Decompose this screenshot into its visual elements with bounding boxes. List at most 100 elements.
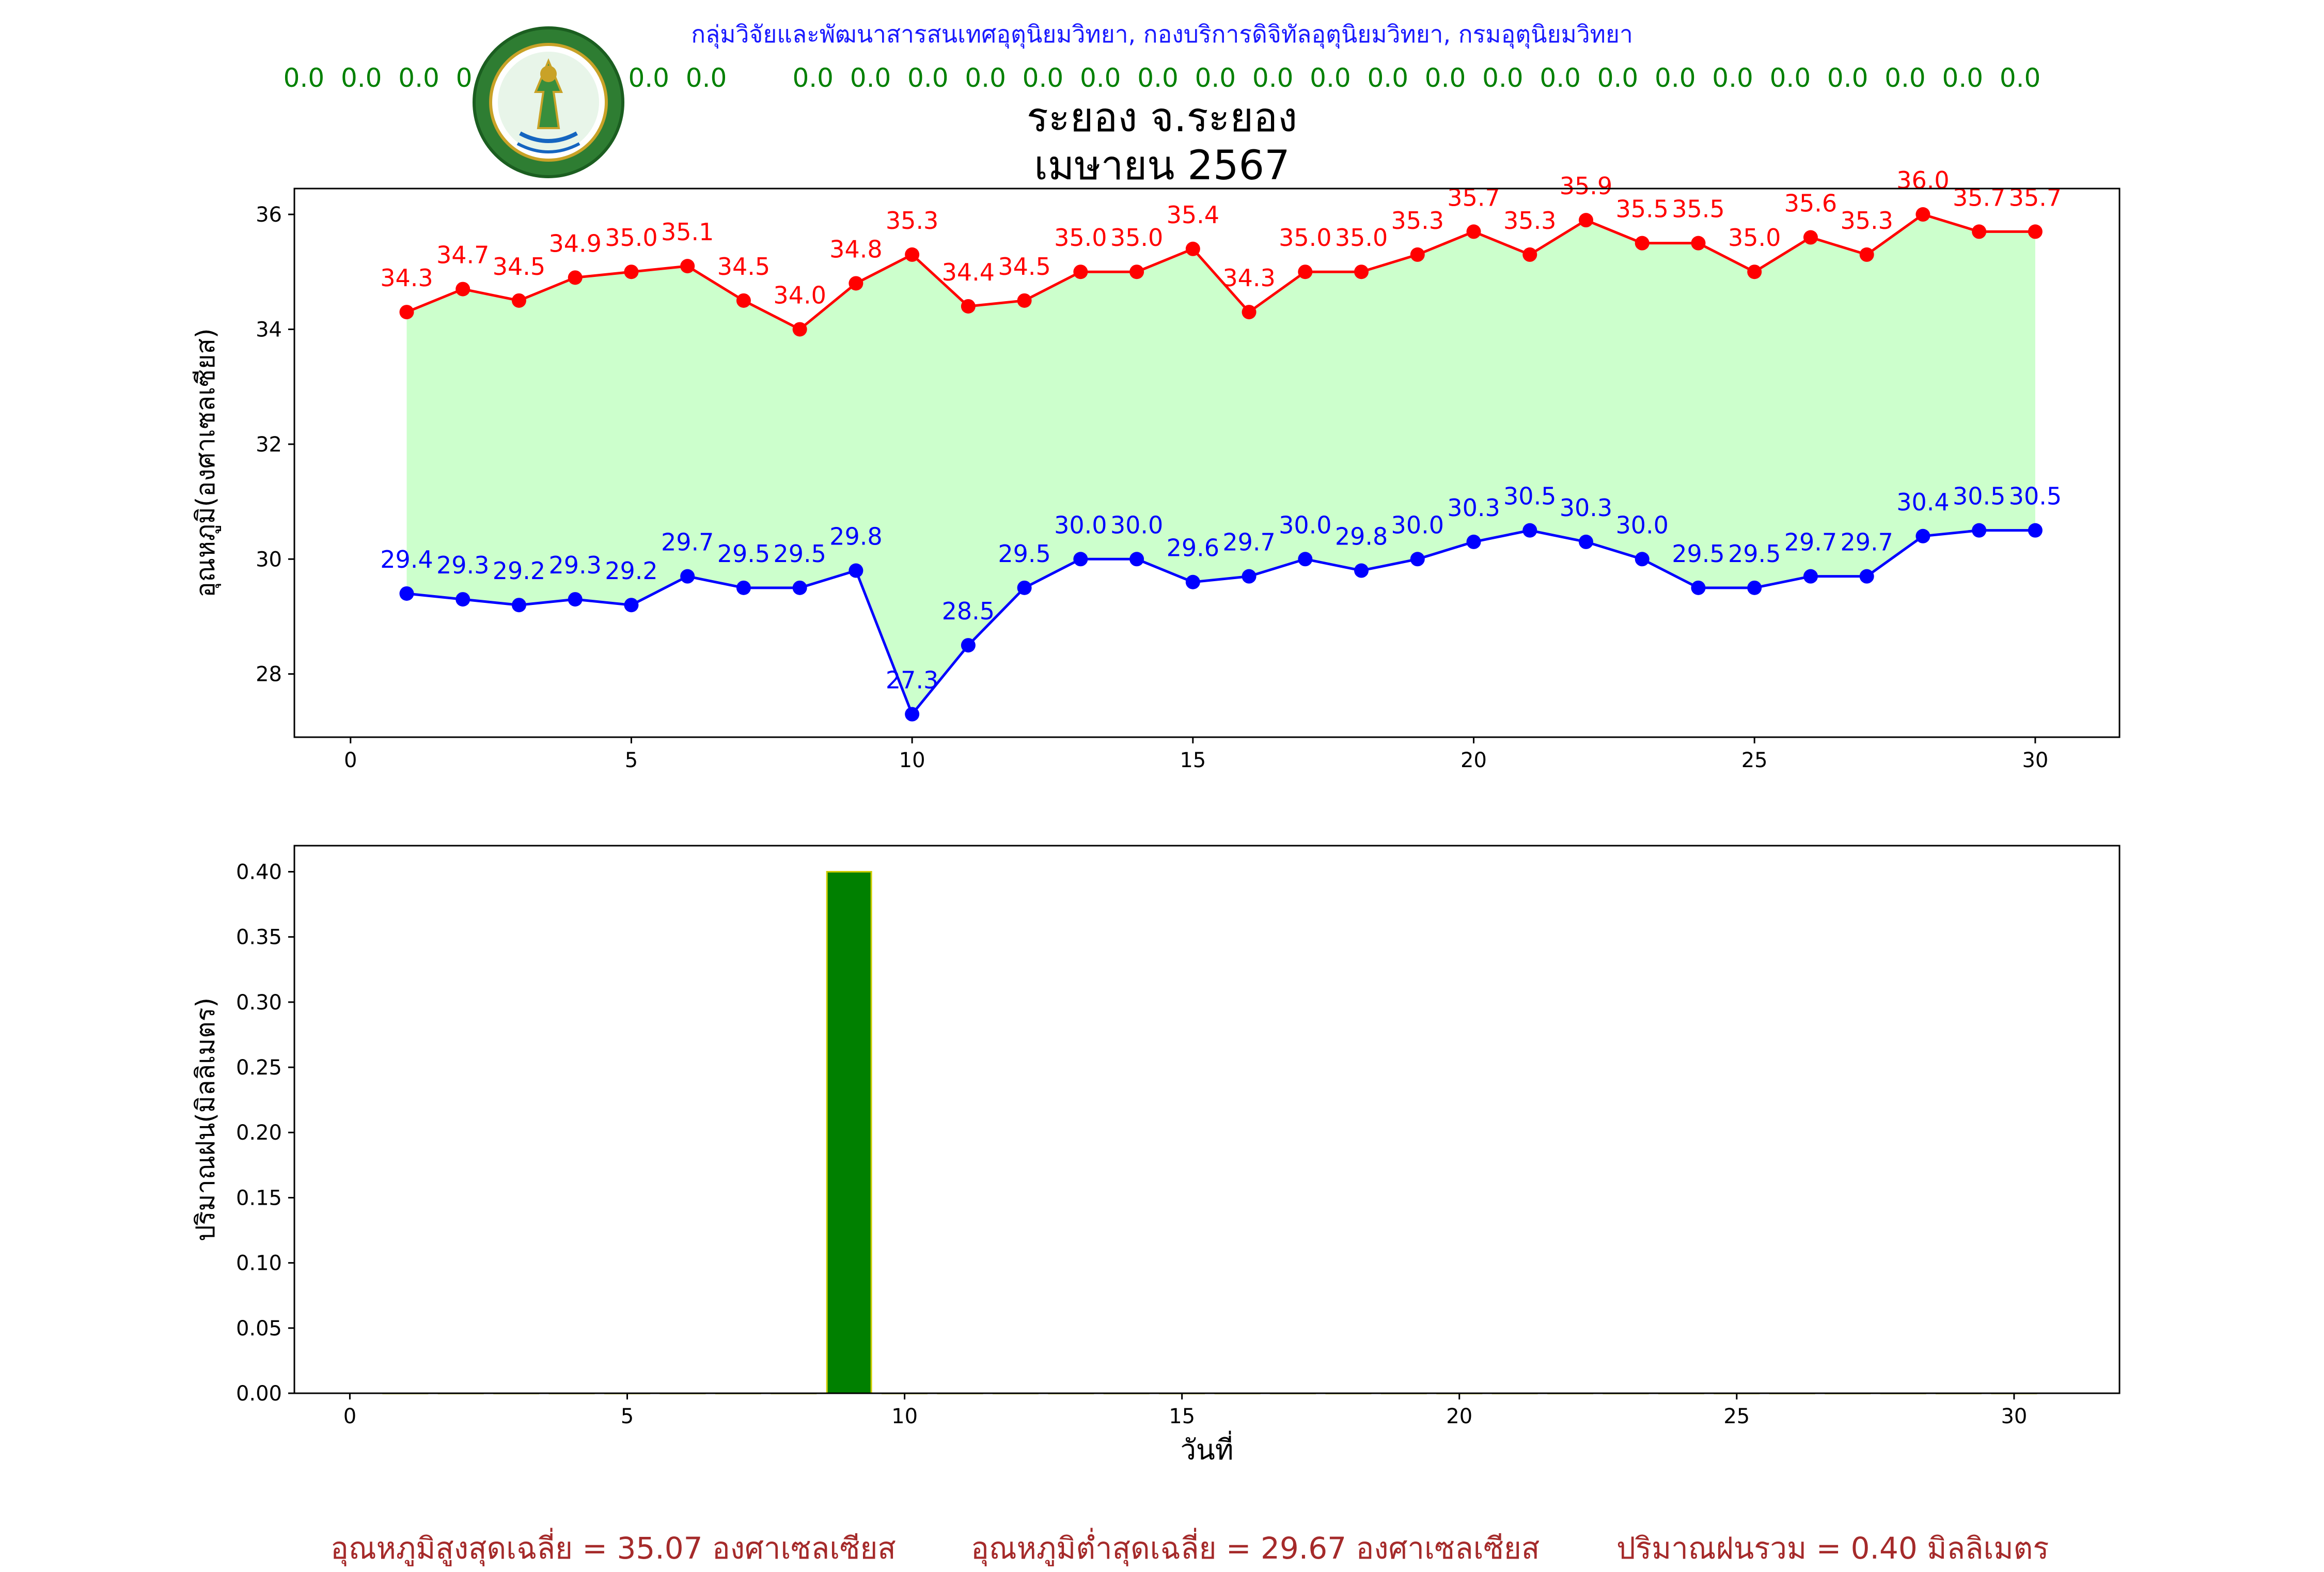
min-temp-label: 30.3	[1560, 494, 1612, 522]
min-temp-line	[406, 529, 2035, 717]
min-temp-point	[1578, 534, 1593, 549]
min-temp-point	[1242, 569, 1257, 584]
min-temp-label: 29.7	[1784, 528, 1837, 556]
min-temp-label: 29.5	[1728, 540, 1781, 568]
max-temp-point	[511, 293, 526, 308]
max-temp-label: 35.6	[1784, 190, 1837, 217]
max-temp-point	[1578, 213, 1593, 228]
max-temp-point	[1747, 264, 1762, 279]
max-temp-label: 35.0	[1110, 224, 1163, 252]
rainfall-chart: 0 5 10 15 20 25 30 0.00 0.05 0.10 0.15 0.20 0.25 0.30…	[191, 845, 2121, 1466]
min-temp-point	[1129, 552, 1144, 567]
temp-xtick-label: 15	[1180, 749, 1206, 772]
max-temp-label: 36.0	[1896, 166, 1949, 194]
rain-xtick-label: 5	[621, 1405, 634, 1428]
min-temp-label: 29.8	[1335, 523, 1388, 551]
max-temp-line	[406, 213, 2035, 331]
max-temp-label: 35.4	[1167, 201, 1219, 229]
min-temp-point	[511, 598, 526, 613]
min-temp-label: 30.0	[1391, 511, 1444, 539]
max-temp-label: 34.8	[829, 235, 882, 263]
min-temp-label: 27.3	[886, 666, 938, 694]
min-temp-label: 30.0	[1616, 511, 1669, 539]
min-temp-label: 30.3	[1447, 494, 1500, 522]
max-temp-label: 35.5	[1616, 195, 1669, 223]
rain-xtick-label: 25	[1723, 1405, 1750, 1428]
max-temp-point	[1915, 207, 1930, 222]
rain-ytick-label: 0.10	[236, 1252, 282, 1275]
rain-ytick-label: 0.05	[236, 1317, 282, 1341]
max-temp-label: 35.1	[661, 218, 714, 246]
max-temp-point	[1354, 264, 1369, 279]
month-year-title: เมษายน 2567	[1034, 143, 1290, 189]
max-temp-label: 35.3	[1391, 207, 1444, 235]
temp-xtick-label: 30	[2022, 749, 2048, 772]
rain-frame	[293, 845, 2121, 1394]
max-temp-point	[1073, 264, 1088, 279]
agency-title: กลุ่มวิจัยและพัฒนาสารสนเทศอุตุนิยมวิทยา,…	[691, 20, 1633, 48]
daily-rain-row: 0.0 0.0 0.0 0.0 0.0 0.0 0.0 0.0 0.0 0.0 …	[283, 63, 2041, 93]
station-title: ระยอง จ.ระยอง	[1026, 95, 1298, 141]
rain-xtick-label: 20	[1446, 1405, 1472, 1428]
rain-xtick-label: 15	[1169, 1405, 1195, 1428]
rain-xtick-label: 0	[343, 1405, 356, 1428]
temp-ytick-label: 36	[256, 203, 282, 227]
rain-xtick-label: 30	[2001, 1405, 2027, 1428]
max-temp-point	[849, 276, 863, 291]
rain-ytick-label: 0.20	[236, 1121, 282, 1145]
min-temp-label: 29.5	[1672, 540, 1724, 568]
temp-xtick-label: 0	[344, 749, 357, 772]
min-temp-point	[1410, 552, 1425, 567]
min-temp-point	[1073, 552, 1088, 567]
max-temp-point	[1410, 247, 1425, 262]
min-temp-point	[1017, 580, 1032, 595]
min-temp-label: 30.0	[1054, 511, 1107, 539]
temp-range-fill	[406, 214, 2035, 714]
max-temp-label: 35.3	[886, 207, 938, 235]
min-temp-point	[1354, 563, 1369, 578]
max-temp-point	[1635, 236, 1650, 251]
max-temp-point	[1466, 224, 1481, 239]
temp-xtick-label: 25	[1741, 749, 1768, 772]
min-temp-point	[792, 580, 807, 595]
max-temp-label: 34.5	[998, 253, 1050, 281]
max-temp-point	[624, 264, 639, 279]
min-temp-point	[1635, 552, 1650, 567]
min-temp-point	[736, 580, 751, 595]
rain-ytick-label: 0.00	[236, 1382, 282, 1406]
min-temp-label: 29.2	[493, 557, 545, 585]
max-temp-point	[1803, 230, 1818, 245]
min-temp-point	[1972, 523, 1987, 538]
min-temp-label: 29.3	[548, 551, 601, 579]
max-temp-point	[1972, 224, 1987, 239]
temp-ytick-label: 34	[256, 318, 282, 341]
max-temp-point	[1017, 293, 1032, 308]
max-temp-label: 34.0	[773, 281, 826, 309]
temp-xtick-label: 5	[625, 749, 638, 772]
min-temp-point	[1185, 574, 1200, 589]
max-temp-point	[568, 270, 583, 285]
min-temp-point	[849, 563, 863, 578]
rain-xlabel: วันที่	[1181, 1430, 1234, 1466]
rain-ytick-label: 0.40	[236, 860, 282, 884]
min-temp-point	[1691, 580, 1706, 595]
min-temp-point	[624, 598, 639, 613]
min-temp-label: 29.5	[773, 540, 826, 568]
min-temp-label: 30.5	[1503, 483, 1556, 510]
min-temp-point	[905, 707, 920, 722]
temp-xtick-label: 20	[1461, 749, 1487, 772]
min-temp-label: 28.5	[942, 597, 995, 625]
temperature-chart: 34.3 29.4 34.7 29.3 34.5 29.2 34.9 29.3 35.0 29.2…	[191, 166, 2121, 772]
avg-min-temp: อุณหภูมิต่ำสุดเฉลี่ย = 29.67 องศาเซลเซีย…	[971, 1531, 1540, 1566]
max-temp-point	[905, 247, 920, 262]
min-temp-point	[1747, 580, 1762, 595]
min-temp-label: 29.8	[829, 523, 882, 551]
total-rain: ปริมาณฝนรวม = 0.40 มิลลิเมตร	[1616, 1531, 2049, 1566]
min-temp-point	[456, 592, 470, 607]
max-temp-label: 35.0	[1279, 224, 1331, 252]
min-temp-point	[568, 592, 583, 607]
min-temp-label: 29.4	[380, 546, 433, 573]
max-temp-label: 34.4	[942, 258, 995, 286]
max-temp-label: 34.3	[380, 264, 433, 292]
